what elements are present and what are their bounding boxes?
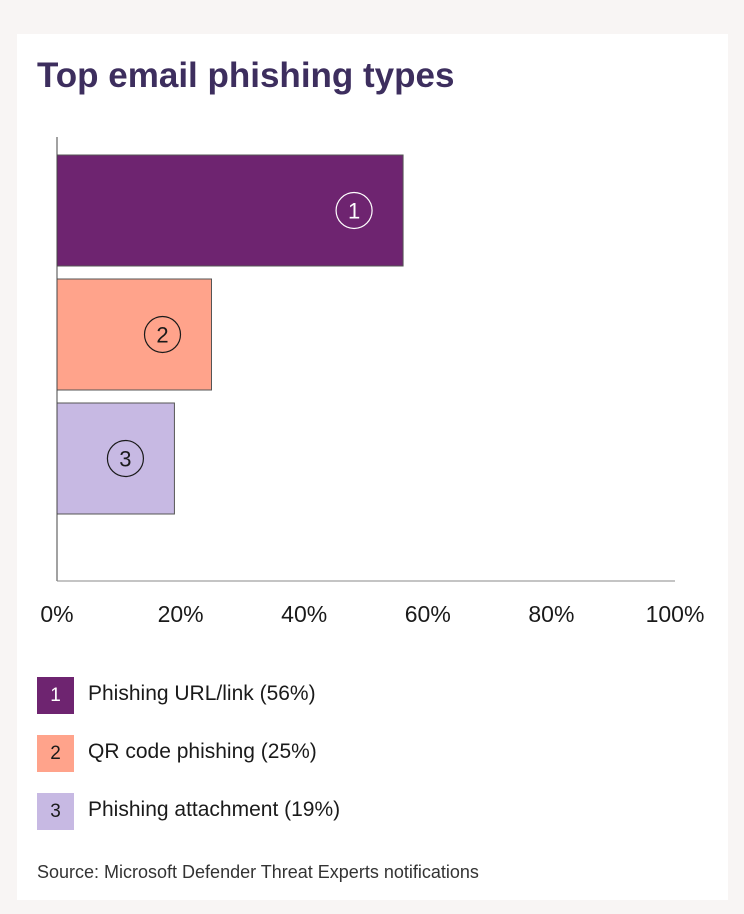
legend-swatch: 3 — [37, 793, 74, 830]
x-tick-label: 100% — [646, 601, 705, 627]
bar-number-label: 1 — [348, 199, 360, 224]
bar-number-label: 2 — [156, 323, 168, 348]
x-tick-label: 40% — [281, 601, 327, 627]
bars-layer: 1 2 3 — [56, 154, 404, 515]
bar-chart: 1 2 3 0% 20% 40% 60% 80% 100% — [40, 137, 704, 627]
bar-number-badge — [106, 439, 145, 478]
x-tick-labels: 0% 20% 40% 60% 80% 100% — [40, 601, 704, 627]
bar-2 — [56, 278, 212, 391]
source-note: Source: Microsoft Defender Threat Expert… — [37, 862, 479, 882]
bar-number-badge — [335, 191, 373, 230]
x-tick-label: 20% — [158, 601, 204, 627]
x-tick-label: 0% — [40, 601, 73, 627]
x-tick-label: 60% — [405, 601, 451, 627]
legend-swatch: 2 — [37, 735, 74, 772]
bar-number-badge — [143, 315, 182, 354]
legend-label: Phishing URL/link (56%) — [88, 682, 316, 705]
bar-1 — [56, 154, 404, 267]
chart-title: Top email phishing types — [37, 56, 455, 95]
chart-card: Top email phishing types 1 2 3 0% 20% 40% 60%… — [17, 34, 728, 900]
bar-number-label: 3 — [119, 447, 131, 472]
legend-label: Phishing attachment (19%) — [88, 798, 341, 821]
legend-label: QR code phishing (25%) — [88, 740, 317, 763]
bar-3 — [56, 402, 175, 515]
legend-swatch: 1 — [37, 677, 74, 714]
x-tick-label: 80% — [528, 601, 574, 627]
